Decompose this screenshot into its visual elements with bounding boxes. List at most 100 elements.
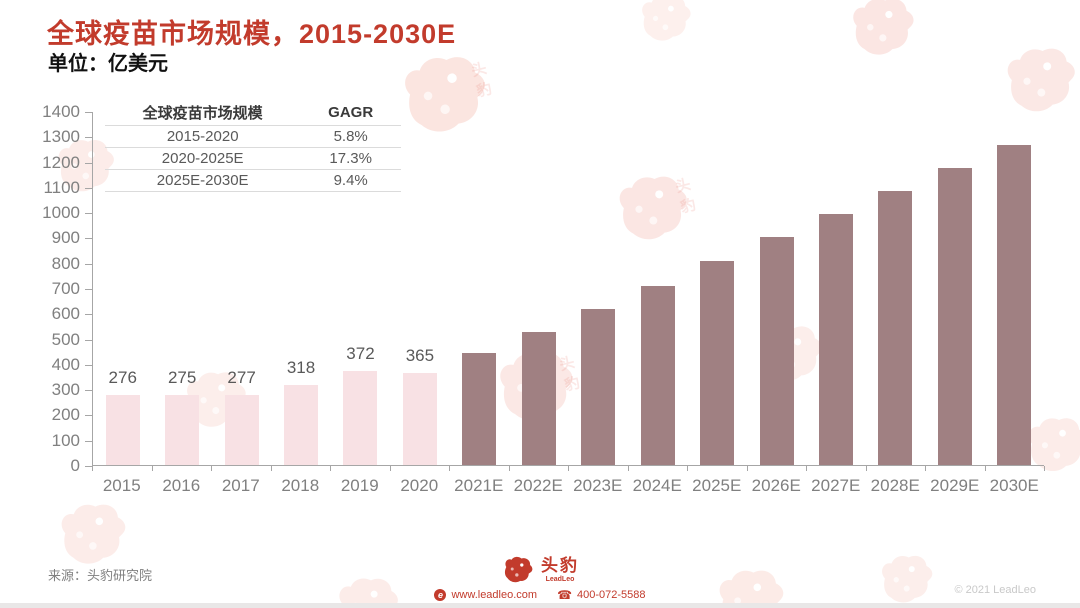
y-tick-label: 1200 [42, 152, 80, 172]
bar-slot [806, 112, 865, 465]
x-tick-label: 2022E [513, 476, 563, 495]
y-tick-label: 1300 [42, 127, 80, 147]
x-tick-label: 2017 [221, 476, 260, 495]
bar-value-label: 277 [227, 368, 256, 387]
bar-slot: 276 [93, 112, 152, 465]
x-tick-mark [865, 466, 867, 471]
bar-2029E [937, 168, 972, 465]
bar-slot [687, 112, 746, 465]
x-axis-ticks [92, 466, 1045, 472]
x-tick-mark [508, 466, 510, 471]
bar-2022E [521, 332, 556, 465]
cagr-table: 全球疫苗市场规模 GAGR 2015-2020 5.8% 2020-2025E 17.3%… [105, 100, 401, 192]
y-tick-label: 800 [51, 253, 80, 273]
cagr-table-cell: 9.4% [333, 172, 368, 189]
bar-slot [866, 112, 925, 465]
bar-slot [925, 112, 984, 465]
x-tick-label: 2028E [870, 476, 920, 495]
y-tick-mark [85, 137, 92, 139]
bar-value-label: 276 [108, 368, 137, 387]
bar-value-label: 318 [286, 358, 316, 377]
y-tick-label: 0 [70, 456, 80, 475]
bar-slot: 277 [212, 112, 271, 465]
y-tick-mark [85, 213, 92, 215]
bar-value-label: 275 [167, 368, 197, 387]
x-tick-label: 2027E [811, 476, 861, 495]
x-axis-labels: 2015 2016 2017 2018 2019 2020 2021E 2022E 2023E 2… [92, 476, 1044, 496]
bar-series: 276 275 277 318 372 365 [93, 112, 1044, 465]
phone-icon: ☎ [557, 588, 573, 602]
cagr-table-header-row: 全球疫苗市场规模 GAGR [105, 100, 401, 126]
x-tick-mark [449, 466, 450, 471]
vaccine-market-bar-chart: 0 100 200 300 400 500 600 700 800 900 1000 1100 1200… [0, 103, 1080, 512]
bar-value-label: 372 [346, 344, 375, 363]
bar-2021E [462, 353, 497, 465]
y-tick-mark [85, 162, 92, 164]
unit-label: 单位：亿美元 [48, 53, 168, 75]
x-tick-label: 2021E [454, 476, 504, 495]
bar-2028E [878, 191, 913, 465]
globe-icon: e [434, 589, 447, 601]
bar-2027E [818, 214, 853, 465]
plot-area: 276 275 277 318 372 365 [92, 112, 1044, 466]
x-tick-mark [330, 466, 331, 471]
website-item[interactable]: e www.leadleo.com [434, 589, 537, 601]
website-url[interactable]: www.leadleo.com [451, 589, 538, 601]
x-tick-label: 2015 [102, 476, 141, 495]
bar-2025E [700, 261, 735, 465]
bar-2030E [997, 145, 1032, 465]
x-tick-mark [211, 466, 212, 471]
x-tick-mark [568, 466, 569, 471]
x-tick-mark [270, 466, 272, 471]
x-tick-mark [925, 466, 926, 471]
x-tick-label: 2026E [751, 476, 801, 495]
x-tick-mark [627, 466, 629, 471]
bar-value-label: 365 [405, 346, 435, 365]
x-tick-label: 2025E [692, 476, 742, 495]
bar-slot [569, 112, 628, 465]
bar-slot [450, 112, 509, 465]
bar-2015 [105, 395, 140, 465]
bar-slot: 365 [390, 112, 449, 465]
watermark-brand-text: 头豹 [469, 59, 496, 101]
y-tick-mark [85, 390, 92, 392]
x-tick-mark [806, 466, 807, 471]
y-tick-mark [85, 187, 92, 189]
x-tick-label: 2018 [281, 476, 320, 495]
x-tick-label: 2019 [340, 476, 379, 495]
x-tick-label: 2029E [930, 476, 980, 495]
watermark-leopard-logo [1000, 40, 1080, 117]
x-tick-mark [687, 466, 688, 471]
cagr-table-cell: 全球疫苗市场规模 [142, 105, 263, 122]
watermark-leopard-logo [846, 0, 920, 60]
x-tick-mark [92, 466, 93, 471]
bar-2016 [165, 395, 200, 465]
y-tick-label: 1400 [42, 102, 80, 121]
y-tick-mark [85, 364, 92, 366]
cagr-table-cell: 17.3% [329, 150, 372, 167]
source-note: 来源：头豹研究院 [48, 568, 153, 583]
y-tick-label: 400 [51, 354, 80, 374]
page-title: 全球疫苗市场规模，2015-2030E [47, 19, 457, 49]
x-tick-label: 2024E [632, 476, 682, 495]
y-tick-label: 600 [51, 304, 80, 324]
leadleo-leopard-icon [504, 556, 533, 583]
x-tick-mark [151, 466, 153, 471]
x-tick-label: 2020 [400, 476, 439, 495]
phone-number: 400-072-5588 [577, 589, 646, 601]
y-tick-label: 500 [51, 329, 80, 349]
bottom-divider [0, 603, 1080, 608]
y-axis-ticks [85, 112, 92, 467]
bar-2026E [759, 237, 794, 465]
y-tick-label: 200 [51, 405, 80, 425]
bar-slot [985, 112, 1044, 465]
cagr-table-row: 2020-2025E 17.3% [105, 148, 401, 170]
bar-2023E [581, 309, 616, 465]
x-tick-mark [746, 466, 748, 471]
y-tick-label: 300 [51, 380, 80, 400]
y-tick-mark [85, 314, 92, 316]
brand-name-cn: 头豹 [541, 556, 579, 575]
bar-slot [509, 112, 568, 465]
bar-2019 [343, 371, 378, 465]
